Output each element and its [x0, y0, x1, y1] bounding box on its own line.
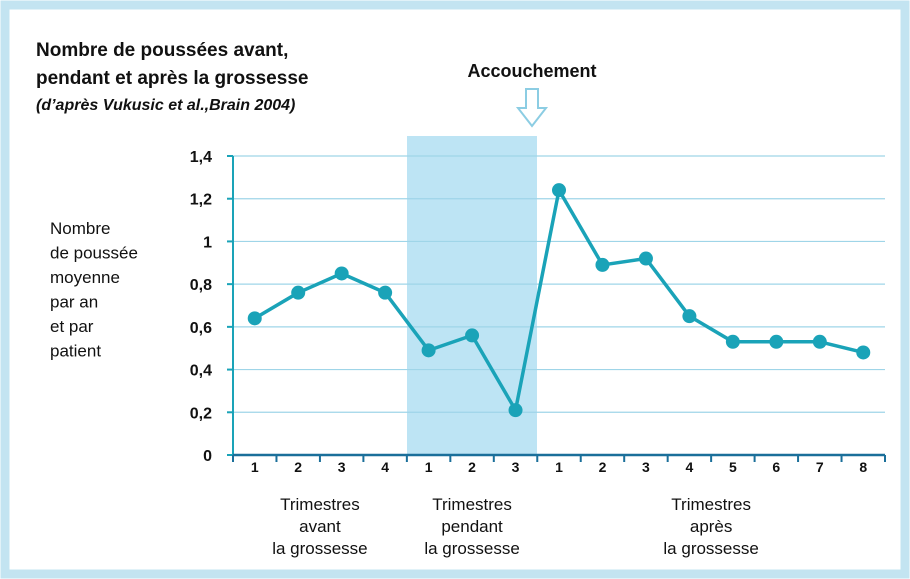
point	[725, 334, 740, 349]
x-tick-label: 5	[729, 459, 737, 475]
y-axis-label: de poussée	[50, 244, 138, 263]
arrow	[515, 88, 549, 128]
y-axis-label: patient	[50, 342, 101, 361]
point	[812, 334, 827, 349]
y-tick-label: 0,6	[190, 320, 212, 337]
group-label: Trimestres	[432, 495, 512, 514]
x-tick-label: 2	[468, 459, 476, 475]
point	[247, 311, 262, 326]
y-axis-label: et par	[50, 317, 94, 336]
y-tick-label: 0,8	[190, 277, 212, 294]
point	[334, 266, 349, 281]
y-axis-label: Nombre	[50, 219, 110, 238]
x-tick-label: 8	[859, 459, 867, 475]
point	[856, 345, 871, 360]
group-label: Trimestres	[280, 495, 360, 514]
group-label: la grossesse	[272, 539, 367, 558]
chart-subtitle: (d’après Vukusic et al.,Brain 2004)	[36, 97, 295, 114]
pregnancy-band	[407, 136, 537, 455]
annotation: Accouchement	[467, 61, 596, 81]
chart-title: pendant et après la grossesse	[36, 68, 308, 89]
x-tick-label: 1	[425, 459, 433, 475]
y-axis-label: moyenne	[50, 268, 120, 287]
x-tick-label: 1	[555, 459, 563, 475]
x-tick-label: 4	[381, 459, 389, 475]
group-label: la grossesse	[424, 539, 519, 558]
y-tick-label: 1,2	[190, 192, 212, 209]
y-tick-label: 1	[203, 234, 212, 251]
x-tick-label: 7	[816, 459, 824, 475]
x-tick-label: 4	[686, 459, 694, 475]
chart-title: Nombre de poussées avant,	[36, 40, 288, 61]
point	[769, 334, 784, 349]
y-axis-label: par an	[50, 293, 98, 312]
x-tick-label: 1	[251, 459, 259, 475]
point	[552, 183, 566, 198]
point	[508, 403, 523, 418]
point	[638, 251, 653, 266]
point	[291, 285, 306, 300]
y-tick-label: 0,2	[190, 405, 212, 422]
point	[421, 343, 436, 358]
y-tick-label: 1,4	[190, 149, 212, 166]
x-tick-label: 6	[772, 459, 780, 475]
group-label: Trimestres	[671, 495, 751, 514]
group-label: avant	[299, 517, 341, 536]
group-label: après	[690, 517, 733, 536]
x-tick-label: 3	[642, 459, 650, 475]
x-tick-label: 3	[338, 459, 346, 475]
y-tick-label: 0	[203, 448, 212, 465]
x-tick-label: 2	[294, 459, 302, 475]
point	[465, 328, 480, 343]
point	[595, 257, 610, 272]
x-tick-label: 2	[599, 459, 607, 475]
point	[682, 309, 697, 324]
group-label: la grossesse	[663, 539, 758, 558]
y-tick-label: 0,4	[190, 363, 212, 380]
group-label: pendant	[441, 517, 503, 536]
point	[378, 285, 393, 300]
x-tick-label: 3	[512, 459, 520, 475]
